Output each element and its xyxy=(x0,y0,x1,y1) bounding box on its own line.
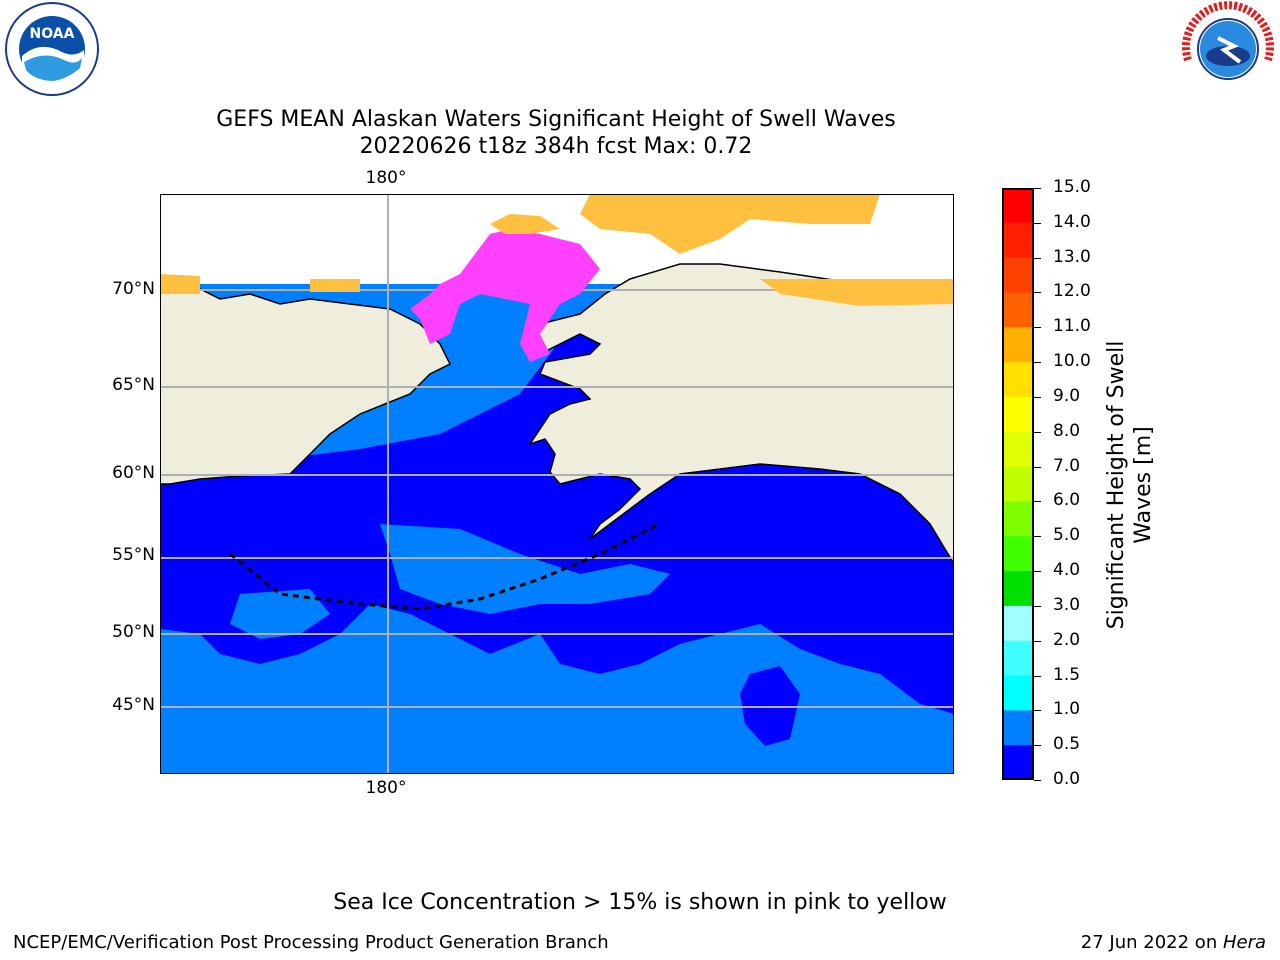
sea-ice-note: Sea Ice Concentration > 15% is shown in … xyxy=(333,890,947,915)
colorbar-segment xyxy=(1002,257,1034,293)
colorbar-tick-label: 4.0 xyxy=(1053,560,1081,581)
colorbar-tick-mark xyxy=(1034,327,1041,329)
lat-label-60: 60°N xyxy=(112,463,155,483)
colorbar-tick-mark xyxy=(1034,780,1041,781)
colorbar-tick-label: 13.0 xyxy=(1053,246,1091,267)
colorbar-tick-mark xyxy=(1034,745,1041,747)
colorbar-label-line1: Significant Height of Swell xyxy=(1104,340,1129,630)
footer-right: 27 Jun 2022 on Hera xyxy=(1081,932,1266,953)
colorbar-segment xyxy=(1002,466,1034,502)
sea-ice-orange-west xyxy=(160,274,200,294)
colorbar-tick-label: 14.0 xyxy=(1053,211,1091,232)
colorbar-tick-label: 6.0 xyxy=(1053,490,1081,511)
lat-label-50: 50°N xyxy=(112,622,155,642)
colorbar-segment xyxy=(1002,396,1034,433)
map-panel xyxy=(160,194,954,774)
sea-ice-orange-mid xyxy=(310,279,360,292)
colorbar-segment xyxy=(1002,745,1034,780)
colorbar-tick-label: 0.5 xyxy=(1053,734,1081,755)
colorbar-segment xyxy=(1002,605,1034,642)
colorbar-tick-mark xyxy=(1034,188,1041,189)
colorbar-segment xyxy=(1002,327,1034,363)
colorbar-tick-label: 9.0 xyxy=(1053,385,1081,406)
land-alaska xyxy=(523,263,954,566)
colorbar-segment xyxy=(1002,222,1034,259)
colorbar-label-line2: Waves [m] xyxy=(1131,426,1156,544)
colorbar-frame xyxy=(1002,188,1034,780)
colorbar-tick-mark xyxy=(1034,362,1041,364)
colorbar-tick-label: 3.0 xyxy=(1053,594,1081,615)
colorbar-tick-mark xyxy=(1034,710,1041,712)
footer-date: 27 Jun 2022 on xyxy=(1080,932,1223,953)
colorbar-tick-mark xyxy=(1034,431,1041,433)
colorbar-tick-mark xyxy=(1034,605,1041,607)
colorbar-tick-label: 1.0 xyxy=(1053,699,1081,720)
colorbar-tick-mark xyxy=(1034,675,1041,677)
footer-host: Hera xyxy=(1222,932,1266,953)
colorbar-tick-label: 1.5 xyxy=(1053,664,1081,685)
lon-label-bottom: 180° xyxy=(365,778,407,798)
nws-logo xyxy=(1178,0,1280,100)
colorbar-tick-mark xyxy=(1034,536,1041,538)
colorbar-tick-label: 8.0 xyxy=(1053,420,1081,441)
lon-label-top: 180° xyxy=(365,168,407,188)
colorbar-segment xyxy=(1002,501,1034,537)
colorbar-segment xyxy=(1002,710,1034,746)
colorbar-tick-mark xyxy=(1034,396,1041,398)
colorbar-segment xyxy=(1002,640,1034,677)
noaa-logo-text: NOAA xyxy=(30,26,75,42)
footer-left: NCEP/EMC/Verification Post Processing Pr… xyxy=(13,932,609,953)
colorbar-tick-mark xyxy=(1034,466,1041,468)
colorbar-tick-mark xyxy=(1034,222,1041,224)
lat-label-45: 45°N xyxy=(112,695,155,715)
colorbar-tick-mark xyxy=(1034,501,1041,503)
colorbar-segment xyxy=(1002,362,1034,398)
sea-light-patch-2 xyxy=(230,589,330,639)
colorbar-tick-label: 2.0 xyxy=(1053,629,1081,650)
colorbar-tick-label: 11.0 xyxy=(1053,316,1091,337)
chart-title-line2: 20220626 t18z 384h fcst Max: 0.72 xyxy=(359,134,753,159)
sea-ice-orange-bering xyxy=(490,214,560,234)
colorbar-segment xyxy=(1002,571,1034,607)
colorbar-tick-mark xyxy=(1034,292,1041,294)
colorbar-tick-mark xyxy=(1034,571,1041,573)
colorbar-tick-mark xyxy=(1034,640,1041,642)
colorbar-segment xyxy=(1002,675,1034,711)
colorbar-tick-label: 12.0 xyxy=(1053,281,1091,302)
noaa-logo: NOAA xyxy=(0,0,104,100)
lat-label-70: 70°N xyxy=(112,279,155,299)
colorbar-tick-mark xyxy=(1034,257,1041,259)
colorbar xyxy=(1002,188,1034,780)
sea-light-patch-1 xyxy=(380,524,670,614)
sea-ice-pink xyxy=(410,229,600,362)
colorbar-tick-label: 7.0 xyxy=(1053,455,1081,476)
colorbar-segment xyxy=(1002,188,1034,224)
sea-ice-orange-north xyxy=(580,194,880,254)
aleutian-islands xyxy=(229,522,661,611)
colorbar-tick-label: 15.0 xyxy=(1053,177,1091,197)
chart-title-line1: GEFS MEAN Alaskan Waters Significant Hei… xyxy=(216,107,896,132)
colorbar-svg xyxy=(1002,188,1034,780)
lat-label-65: 65°N xyxy=(112,375,155,395)
colorbar-segment xyxy=(1002,292,1034,328)
colorbar-segment xyxy=(1002,431,1034,468)
colorbar-tick-label: 5.0 xyxy=(1053,525,1081,546)
map-svg xyxy=(160,194,954,774)
colorbar-tick-label: 10.0 xyxy=(1053,351,1091,372)
sea-ice-orange-east xyxy=(760,279,954,306)
lat-label-55: 55°N xyxy=(112,545,155,565)
colorbar-segment xyxy=(1002,536,1034,572)
colorbar-tick-label: 0.0 xyxy=(1053,769,1081,789)
